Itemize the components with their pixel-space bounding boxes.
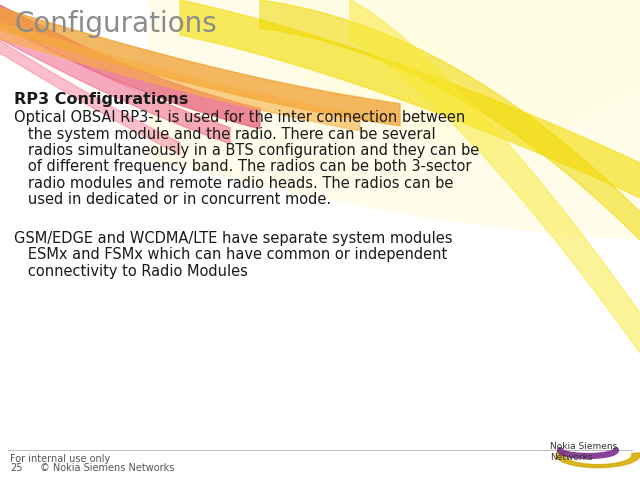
Text: © Nokia Siemens Networks: © Nokia Siemens Networks	[40, 463, 174, 473]
Text: Nokia Siemens
Networks: Nokia Siemens Networks	[550, 442, 617, 462]
Polygon shape	[0, 5, 400, 126]
Polygon shape	[0, 35, 180, 155]
Polygon shape	[556, 451, 640, 468]
Polygon shape	[180, 0, 640, 227]
Polygon shape	[280, 0, 640, 150]
Text: Configurations: Configurations	[14, 10, 217, 38]
Text: used in dedicated or in concurrent mode.: used in dedicated or in concurrent mode.	[14, 192, 331, 207]
Polygon shape	[0, 18, 230, 144]
Polygon shape	[350, 0, 640, 440]
Text: Optical OBSAI RP3-1 is used for the inter connection between: Optical OBSAI RP3-1 is used for the inte…	[14, 110, 465, 125]
Text: radio modules and remote radio heads. The radios can be: radio modules and remote radio heads. Th…	[14, 176, 453, 191]
Text: GSM/EDGE and WCDMA/LTE have separate system modules: GSM/EDGE and WCDMA/LTE have separate sys…	[14, 231, 452, 246]
Text: of different frequency band. The radios can be both 3-sector: of different frequency band. The radios …	[14, 159, 472, 175]
Polygon shape	[0, 20, 360, 131]
Polygon shape	[260, 0, 640, 304]
Text: 25: 25	[10, 463, 22, 473]
Text: radios simultaneously in a BTS configuration and they can be: radios simultaneously in a BTS configura…	[14, 143, 479, 158]
Polygon shape	[150, 0, 640, 240]
Text: For internal use only: For internal use only	[10, 454, 110, 464]
Text: ESMx and FSMx which can have common or independent: ESMx and FSMx which can have common or i…	[14, 248, 447, 263]
Text: connectivity to Radio Modules: connectivity to Radio Modules	[14, 264, 248, 279]
Polygon shape	[0, 0, 260, 129]
Text: the system module and the radio. There can be several: the system module and the radio. There c…	[14, 127, 436, 142]
Text: RP3 Configurations: RP3 Configurations	[14, 92, 188, 107]
